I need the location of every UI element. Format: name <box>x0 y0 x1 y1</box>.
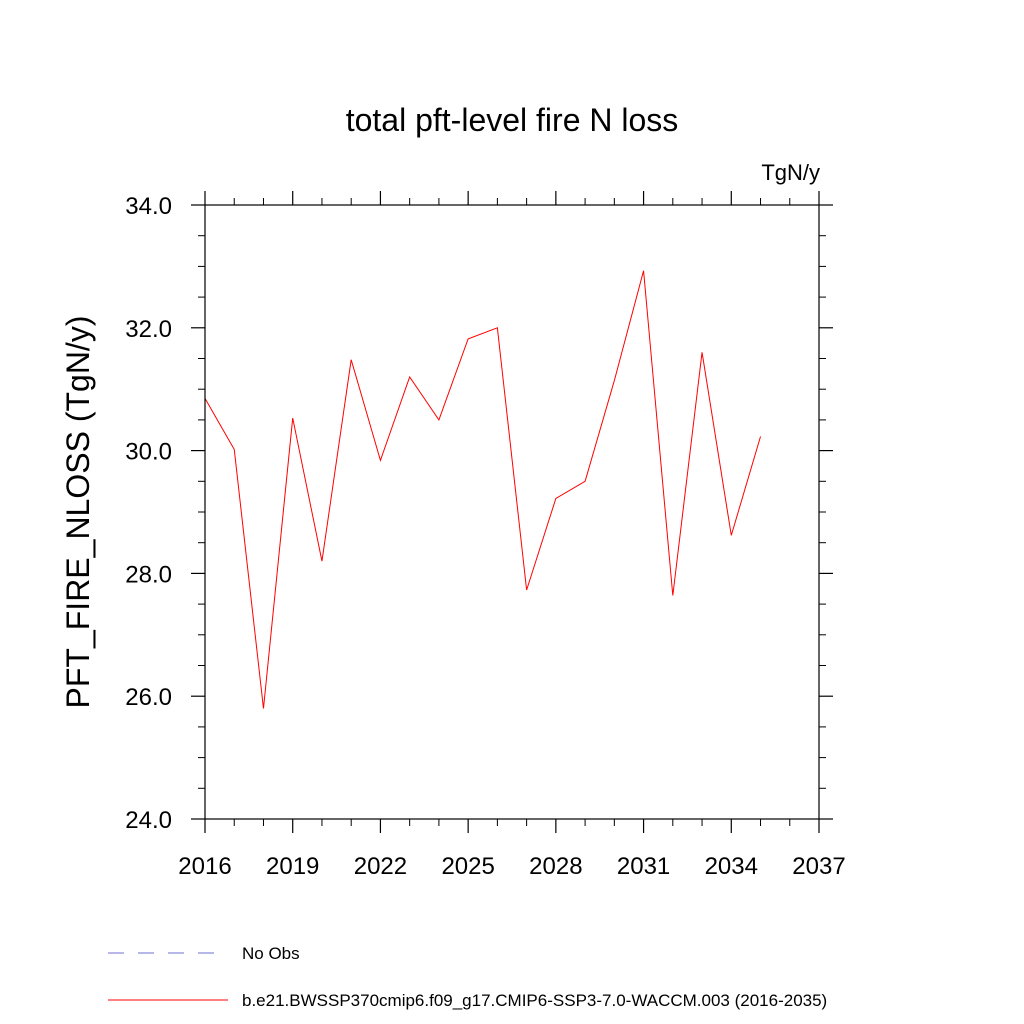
chart-title: total pft-level fire N loss <box>346 102 679 138</box>
legend-label: b.e21.BWSSP370cmip6.f09_g17.CMIP6-SSP3-7… <box>242 991 827 1010</box>
x-tick-label: 2025 <box>441 853 494 880</box>
legend-label: No Obs <box>242 944 300 963</box>
y-tick-label: 26.0 <box>125 684 172 711</box>
x-tick-label: 2031 <box>617 853 670 880</box>
y-tick-label: 34.0 <box>125 193 172 220</box>
x-tick-label: 2034 <box>705 853 758 880</box>
legend: No Obs b.e21.BWSSP370cmip6.f09_g17.CMIP6-… <box>108 944 827 1010</box>
y-tick-label: 32.0 <box>125 316 172 343</box>
axis-ticks <box>191 191 833 833</box>
units-label: TgN/y <box>761 160 820 185</box>
x-tick-label: 2016 <box>178 853 231 880</box>
plot-frame <box>204 204 820 820</box>
x-tick-label: 2019 <box>266 853 319 880</box>
y-tick-label: 24.0 <box>125 807 172 834</box>
x-tick-label: 2028 <box>529 853 582 880</box>
x-tick-label: 2022 <box>354 853 407 880</box>
axis-tick-labels: 2016 2019 2022 2025 2028 2031 2034 2037 24.0 26.0… <box>125 193 845 880</box>
series-layer <box>204 270 761 709</box>
y-tick-label: 30.0 <box>125 439 172 466</box>
x-tick-label: 2037 <box>792 853 845 880</box>
y-axis-label: PFT_FIRE_NLOSS (TgN/y) <box>60 316 96 709</box>
y-tick-label: 28.0 <box>125 561 172 588</box>
series-line <box>204 270 761 709</box>
